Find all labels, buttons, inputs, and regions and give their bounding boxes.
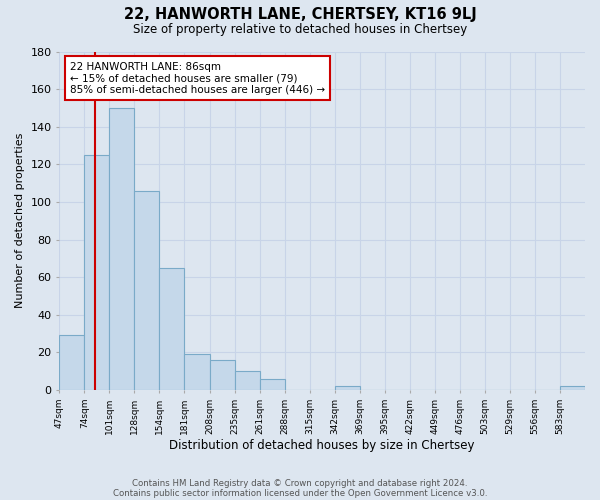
- Bar: [209, 360, 235, 390]
- Bar: [160, 268, 184, 390]
- Bar: [335, 386, 360, 390]
- Bar: [59, 336, 85, 390]
- Bar: [560, 386, 585, 390]
- X-axis label: Distribution of detached houses by size in Chertsey: Distribution of detached houses by size …: [169, 440, 475, 452]
- Text: 22, HANWORTH LANE, CHERTSEY, KT16 9LJ: 22, HANWORTH LANE, CHERTSEY, KT16 9LJ: [124, 8, 476, 22]
- Text: Contains HM Land Registry data © Crown copyright and database right 2024.: Contains HM Land Registry data © Crown c…: [132, 478, 468, 488]
- Bar: [134, 190, 160, 390]
- Bar: [85, 155, 109, 390]
- Text: Contains public sector information licensed under the Open Government Licence v3: Contains public sector information licen…: [113, 488, 487, 498]
- Text: 22 HANWORTH LANE: 86sqm
← 15% of detached houses are smaller (79)
85% of semi-de: 22 HANWORTH LANE: 86sqm ← 15% of detache…: [70, 62, 325, 95]
- Bar: [235, 371, 260, 390]
- Bar: [260, 378, 284, 390]
- Bar: [109, 108, 134, 390]
- Bar: [184, 354, 209, 390]
- Text: Size of property relative to detached houses in Chertsey: Size of property relative to detached ho…: [133, 22, 467, 36]
- Y-axis label: Number of detached properties: Number of detached properties: [15, 133, 25, 308]
